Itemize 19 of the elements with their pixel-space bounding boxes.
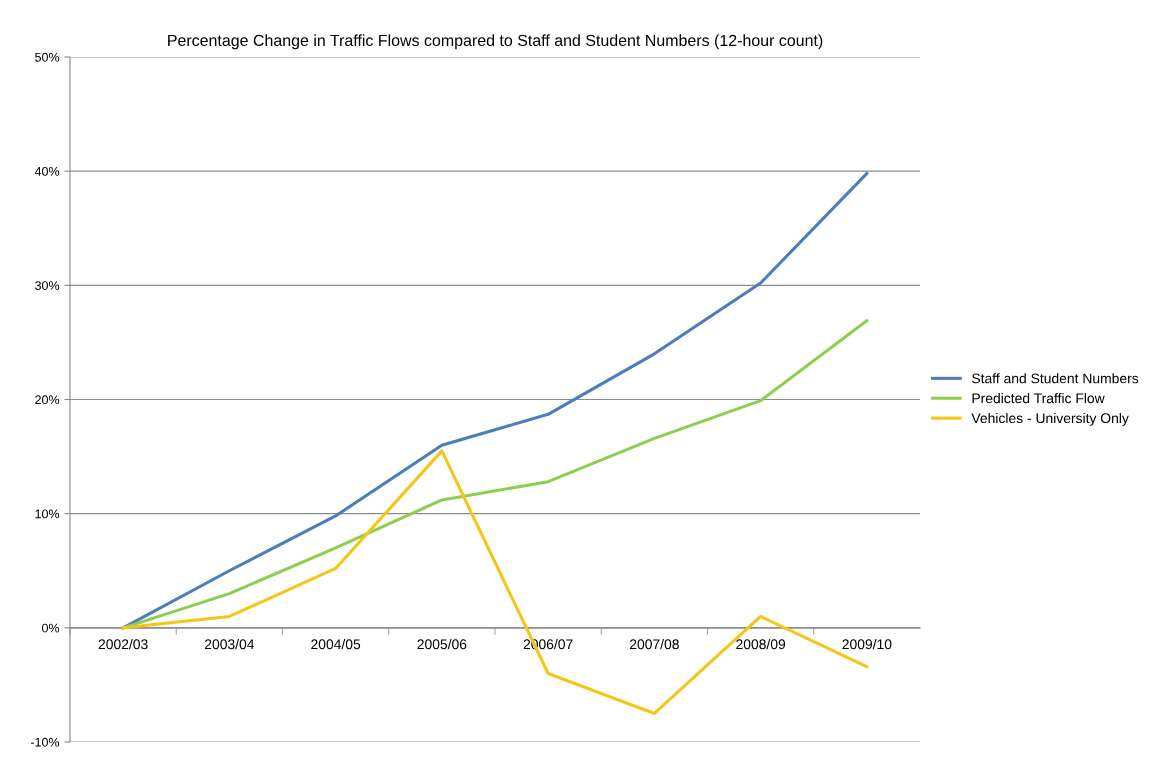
chart-title: Percentage Change in Traffic Flows compared to Staff and Student Numbers (12-hour count) [168, 34, 823, 50]
y-tick-label: 50% [35, 52, 60, 62]
x-tick-label: 2002/03 [98, 638, 148, 650]
x-tick-label: 2003/04 [204, 638, 255, 650]
x-tick-label: 2005/06 [417, 638, 467, 650]
legend-label: Staff and Student Numbers [972, 373, 1139, 384]
legend-label: Vehicles - University Only [971, 412, 1129, 426]
x-tick-label: 2008/09 [736, 638, 786, 650]
legend-label: Predicted Traffic Flow [972, 393, 1105, 404]
x-tick-label: 2004/05 [311, 638, 361, 650]
y-tick-label: 10% [35, 509, 60, 519]
x-tick-label: 2009/10 [842, 638, 892, 650]
y-tick-label: 40% [34, 166, 60, 176]
y-tick-label: 0% [42, 623, 60, 633]
y-tick-label: 30% [35, 281, 60, 290]
y-tick-label: 20% [35, 395, 60, 405]
y-tick-label: -10% [30, 737, 60, 747]
x-tick-label: 2007/08 [629, 638, 679, 650]
line-series [121, 319, 869, 630]
